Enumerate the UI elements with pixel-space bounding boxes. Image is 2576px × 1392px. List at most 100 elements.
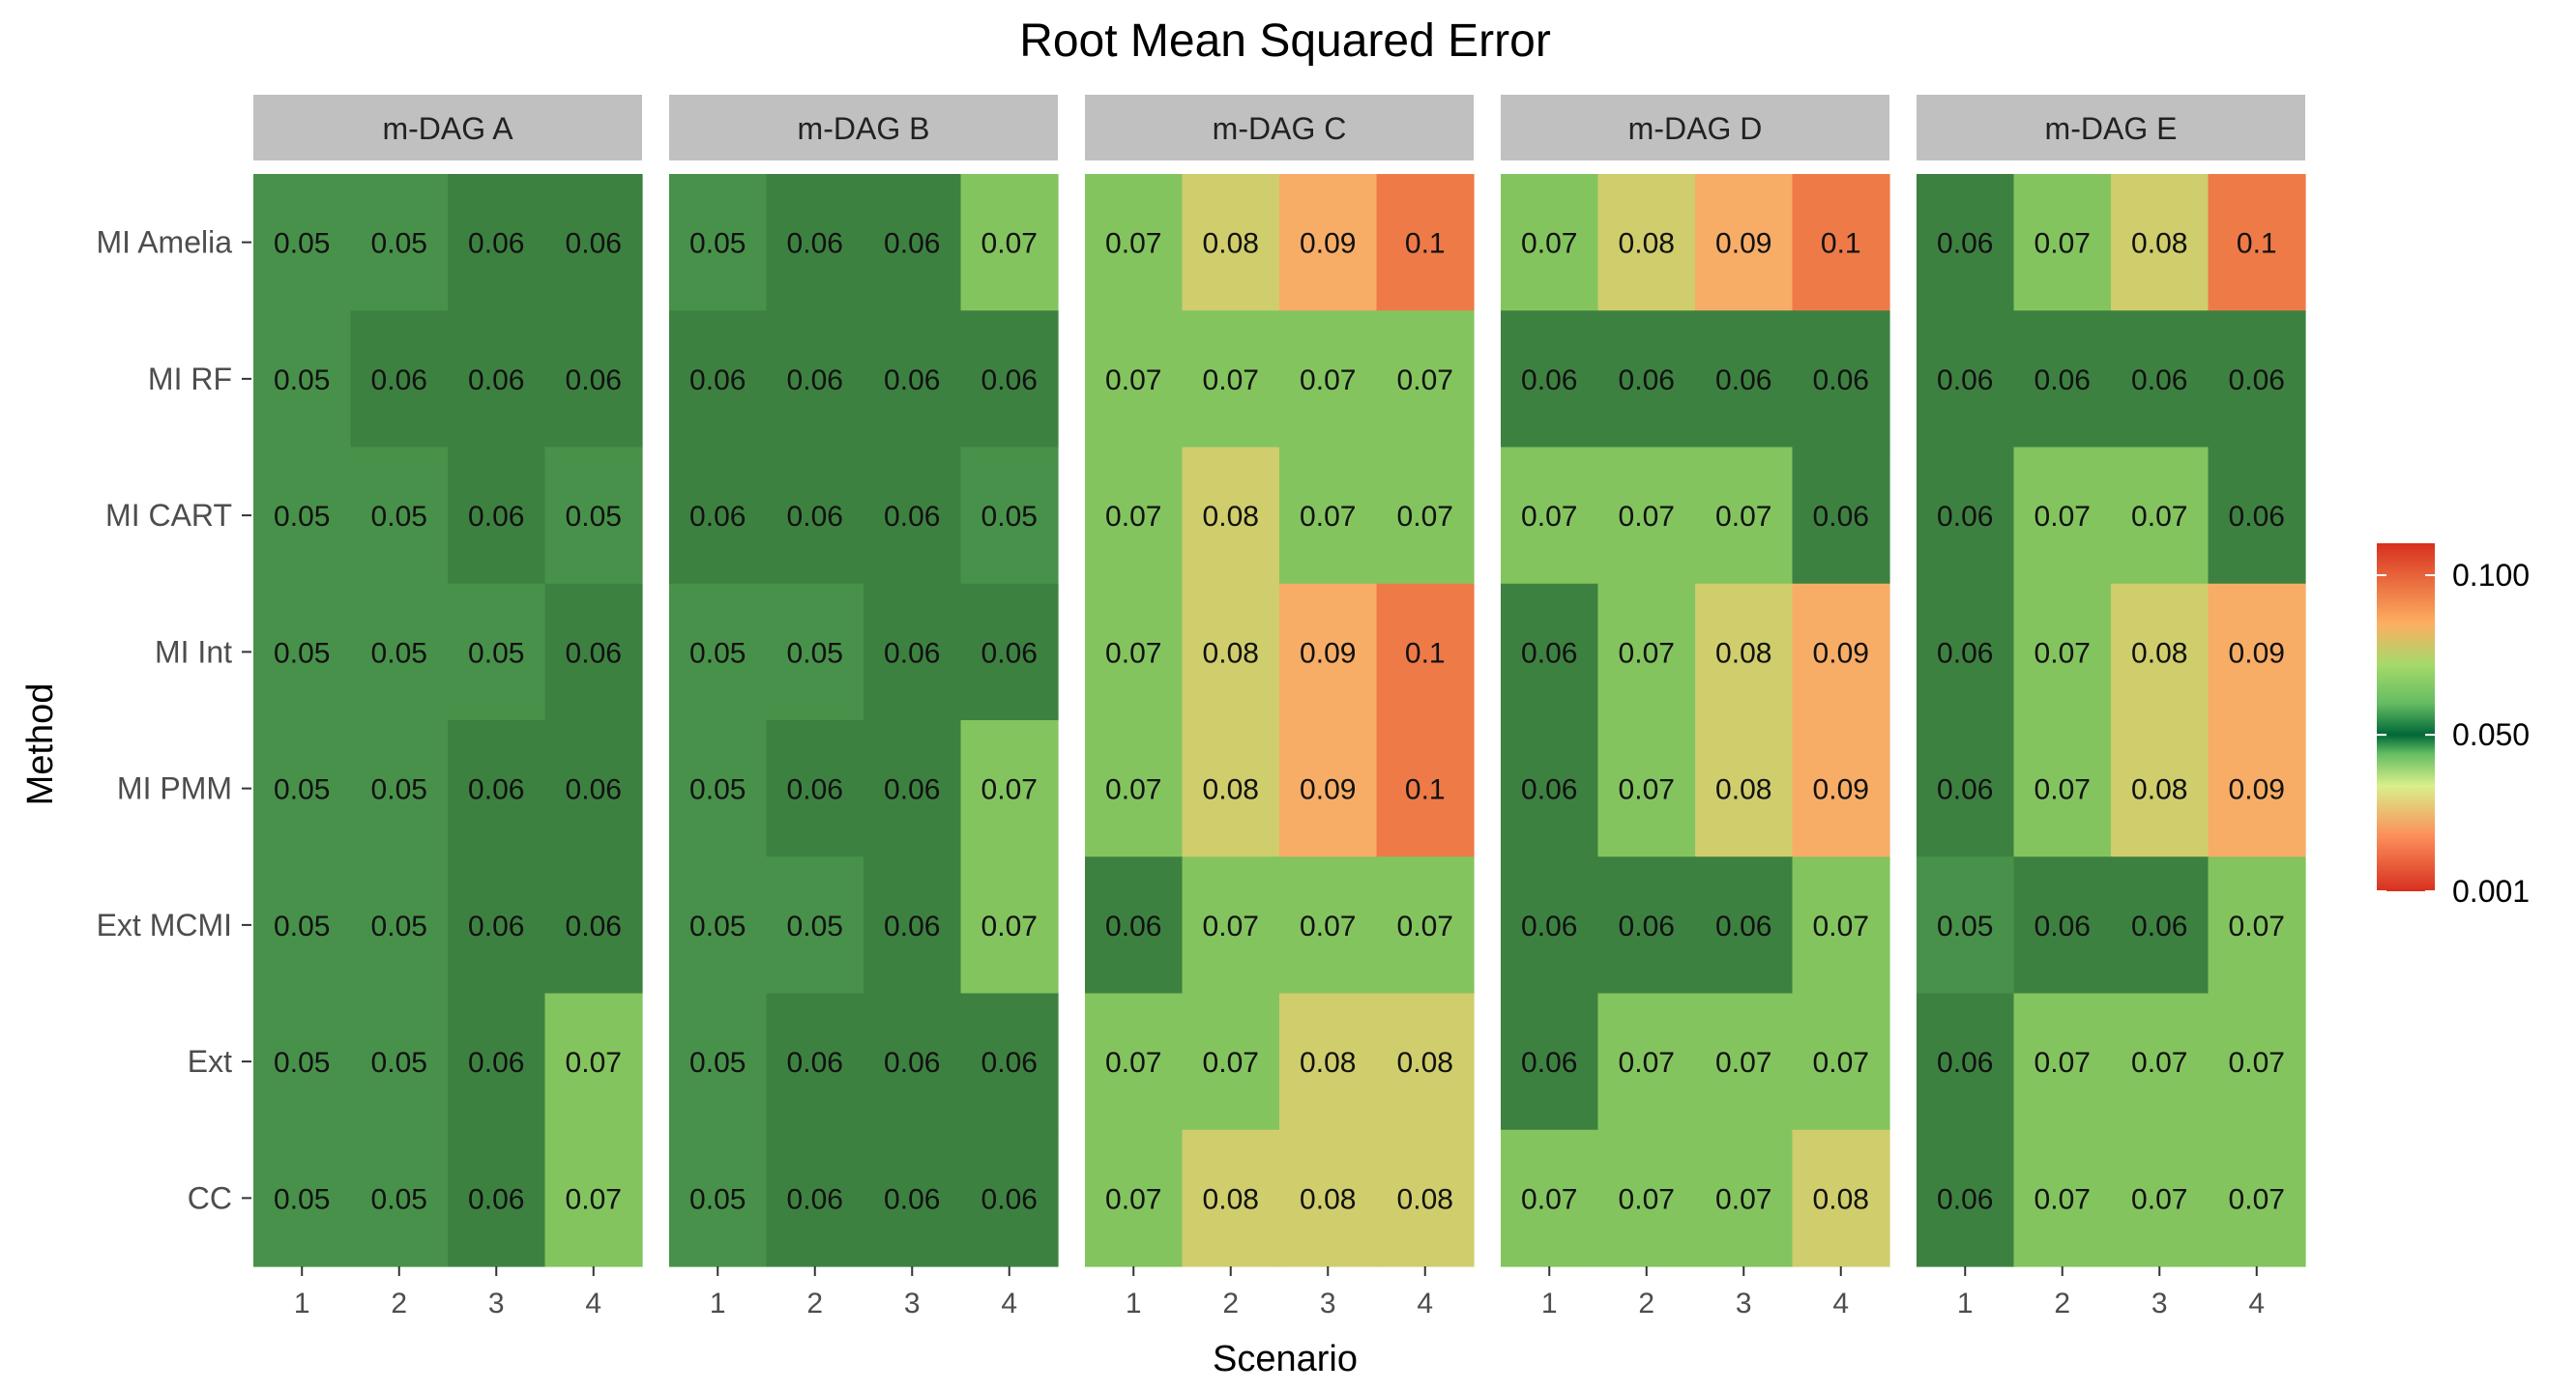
cell-value-label: 0.07 xyxy=(1105,501,1161,533)
x-tick-label: 3 xyxy=(2152,1288,2168,1320)
cell-value-label: 0.05 xyxy=(371,637,427,669)
cell-value-label: 0.1 xyxy=(1821,228,1861,260)
heatmap-cell xyxy=(2013,310,2112,449)
heatmap-cell xyxy=(864,583,962,721)
cell-value-label: 0.06 xyxy=(884,364,940,396)
heatmap-cell xyxy=(1376,447,1475,585)
x-tick-label: 4 xyxy=(585,1288,601,1320)
y-tick-label: MI CART xyxy=(105,498,232,533)
cell-value-label: 0.06 xyxy=(566,637,622,669)
y-tick-label: Ext MCMI xyxy=(97,908,232,942)
cell-value-label: 0.08 xyxy=(1203,1183,1259,1215)
heatmap-cell xyxy=(669,993,768,1131)
heatmap-cell xyxy=(544,856,643,995)
cell-value-label: 0.09 xyxy=(2229,774,2285,806)
cell-value-label: 0.07 xyxy=(1105,1183,1161,1215)
heatmap-cell xyxy=(1597,856,1696,995)
cell-value-label: 0.09 xyxy=(1300,637,1356,669)
cell-value-label: 0.05 xyxy=(566,501,622,533)
cell-value-label: 0.06 xyxy=(566,364,622,396)
cell-value-label: 0.07 xyxy=(1397,911,1453,942)
heatmap-cell xyxy=(1376,856,1475,995)
heatmap-cell xyxy=(253,447,352,585)
heatmap-cell xyxy=(864,856,962,995)
y-axis: MI Amelia MI RF MI CART MI Int MI PMM Ext MCM… xyxy=(97,225,251,1215)
cell-value-label: 0.06 xyxy=(1937,1047,1993,1079)
y-tick-label: MI PMM xyxy=(117,771,232,806)
heatmap-cell xyxy=(1501,310,1599,449)
cell-value-label: 0.05 xyxy=(371,911,427,942)
heatmap-cell xyxy=(253,1129,352,1267)
heatmap-cell xyxy=(544,447,643,585)
cell-value-label: 0.05 xyxy=(274,1047,330,1079)
x-tick-label: 4 xyxy=(2248,1288,2265,1320)
cell-value-label: 0.08 xyxy=(1813,1183,1869,1215)
cell-value-label: 0.06 xyxy=(468,774,524,806)
heatmap-cell xyxy=(1597,720,1696,857)
heatmap-cell xyxy=(1085,993,1184,1131)
heatmap-cell xyxy=(1182,583,1280,721)
facet-strip-label: m-DAG A xyxy=(382,111,513,146)
cell-value-label: 0.05 xyxy=(371,1183,427,1215)
y-tick-label: MI RF xyxy=(148,362,232,396)
cell-value-label: 0.06 xyxy=(1619,364,1675,396)
cell-value-label: 0.06 xyxy=(1937,774,1993,806)
cell-value-label: 0.07 xyxy=(1619,1047,1675,1079)
heatmap-cell xyxy=(448,856,546,995)
heatmap-cell xyxy=(253,583,352,721)
heatmap-cell xyxy=(766,174,864,311)
y-axis-title: Method xyxy=(20,683,61,806)
cell-value-label: 0.08 xyxy=(1619,228,1675,260)
heatmap-cell xyxy=(1695,1129,1794,1267)
cell-value-label: 0.06 xyxy=(2229,501,2285,533)
heatmap-cell xyxy=(1501,447,1599,585)
heatmap-cell xyxy=(2013,447,2112,585)
cell-value-label: 0.08 xyxy=(1715,774,1771,806)
cell-value-label: 0.06 xyxy=(981,1183,1038,1215)
legend-tick-label: 0.001 xyxy=(2452,874,2530,909)
cell-value-label: 0.06 xyxy=(1937,364,1993,396)
heatmap-cell xyxy=(1695,447,1794,585)
heatmap-cell xyxy=(1695,174,1794,311)
cell-value-label: 0.1 xyxy=(1405,637,1446,669)
cell-value-label: 0.07 xyxy=(566,1047,622,1079)
cell-value-label: 0.08 xyxy=(1203,774,1259,806)
heatmap-cell xyxy=(960,447,1059,585)
facet-strip-label: m-DAG D xyxy=(1628,111,1763,146)
cell-value-label: 0.06 xyxy=(468,1047,524,1079)
heatmap-cell xyxy=(1917,720,2015,857)
heatmap-cell xyxy=(1085,447,1184,585)
cell-value-label: 0.07 xyxy=(1813,1047,1869,1079)
facet-strip xyxy=(253,95,642,160)
cell-value-label: 0.05 xyxy=(787,637,843,669)
heatmap-cell xyxy=(1501,720,1599,857)
cell-value-label: 0.06 xyxy=(1715,364,1771,396)
cell-value-label: 0.05 xyxy=(371,1047,427,1079)
heatmap-cell xyxy=(1182,447,1280,585)
x-axis-title: Scenario xyxy=(1213,1339,1358,1379)
cell-value-label: 0.07 xyxy=(1521,501,1577,533)
heatmap-cell xyxy=(448,447,546,585)
cell-value-label: 0.07 xyxy=(2034,1047,2091,1079)
cell-value-label: 0.06 xyxy=(1105,911,1161,942)
cell-value-label: 0.06 xyxy=(1619,911,1675,942)
cell-value-label: 0.07 xyxy=(2034,501,2091,533)
cell-value-label: 0.08 xyxy=(1300,1183,1356,1215)
heatmap-cell xyxy=(448,310,546,449)
x-tick-label: 2 xyxy=(391,1288,407,1320)
heatmap-cell xyxy=(1085,583,1184,721)
cell-value-label: 0.06 xyxy=(468,364,524,396)
heatmap-cell xyxy=(448,993,546,1131)
cell-value-label: 0.09 xyxy=(1813,774,1869,806)
heatmap-cell xyxy=(2013,174,2112,311)
heatmap-cell xyxy=(1085,856,1184,995)
heatmap-cell xyxy=(1085,174,1184,311)
x-tick-label: 1 xyxy=(1126,1288,1142,1320)
cell-value-label: 0.06 xyxy=(566,911,622,942)
cell-value-label: 0.07 xyxy=(1203,364,1259,396)
facet-panel: m-DAG B 0.05 0.06 0.06 0.07 0.06 0.06 0.06 0.06 0… xyxy=(669,95,1059,1320)
cell-value-label: 0.09 xyxy=(1715,228,1771,260)
cell-value-label: 0.06 xyxy=(1937,637,1993,669)
heatmap-cell xyxy=(2013,856,2112,995)
heatmap-cell xyxy=(253,720,352,857)
